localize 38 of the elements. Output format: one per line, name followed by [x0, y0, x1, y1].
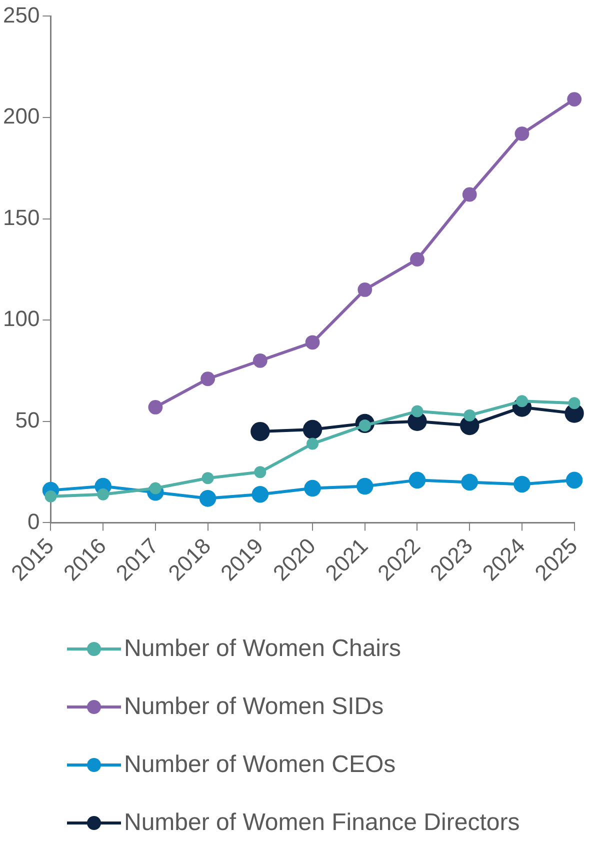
- y-tick-label: 200: [2, 104, 40, 129]
- point: [250, 422, 270, 442]
- legend-label: Number of Women CEOs: [124, 751, 396, 779]
- legend-label: Number of Women Chairs: [124, 635, 401, 663]
- point: [514, 476, 530, 493]
- y-tick-label: 150: [2, 204, 40, 230]
- point: [304, 480, 321, 497]
- y-tick-label: 250: [2, 2, 40, 28]
- legend-label: Number of Women SIDs: [124, 693, 384, 721]
- point: [461, 474, 478, 491]
- point: [567, 92, 582, 106]
- point: [462, 187, 477, 202]
- point: [358, 282, 372, 297]
- point: [252, 486, 269, 503]
- point: [306, 438, 319, 450]
- point: [410, 252, 424, 267]
- point: [408, 472, 426, 489]
- point: [254, 466, 266, 478]
- point: [305, 335, 320, 350]
- legend-label: Number of Women Finance Directors: [124, 809, 520, 837]
- point: [148, 400, 163, 414]
- point: [568, 397, 580, 410]
- point: [411, 405, 424, 418]
- point: [566, 472, 583, 489]
- point: [464, 409, 476, 422]
- y-tick-label: 50: [15, 407, 40, 432]
- point: [202, 472, 214, 484]
- point: [356, 478, 374, 495]
- point: [97, 488, 110, 500]
- point: [514, 126, 530, 141]
- y-tick-label: 0: [27, 508, 40, 534]
- point: [200, 372, 215, 386]
- point: [199, 490, 216, 507]
- point: [516, 395, 528, 408]
- point: [302, 420, 322, 440]
- point: [44, 490, 57, 502]
- y-tick-label: 100: [2, 306, 40, 332]
- point: [252, 353, 268, 368]
